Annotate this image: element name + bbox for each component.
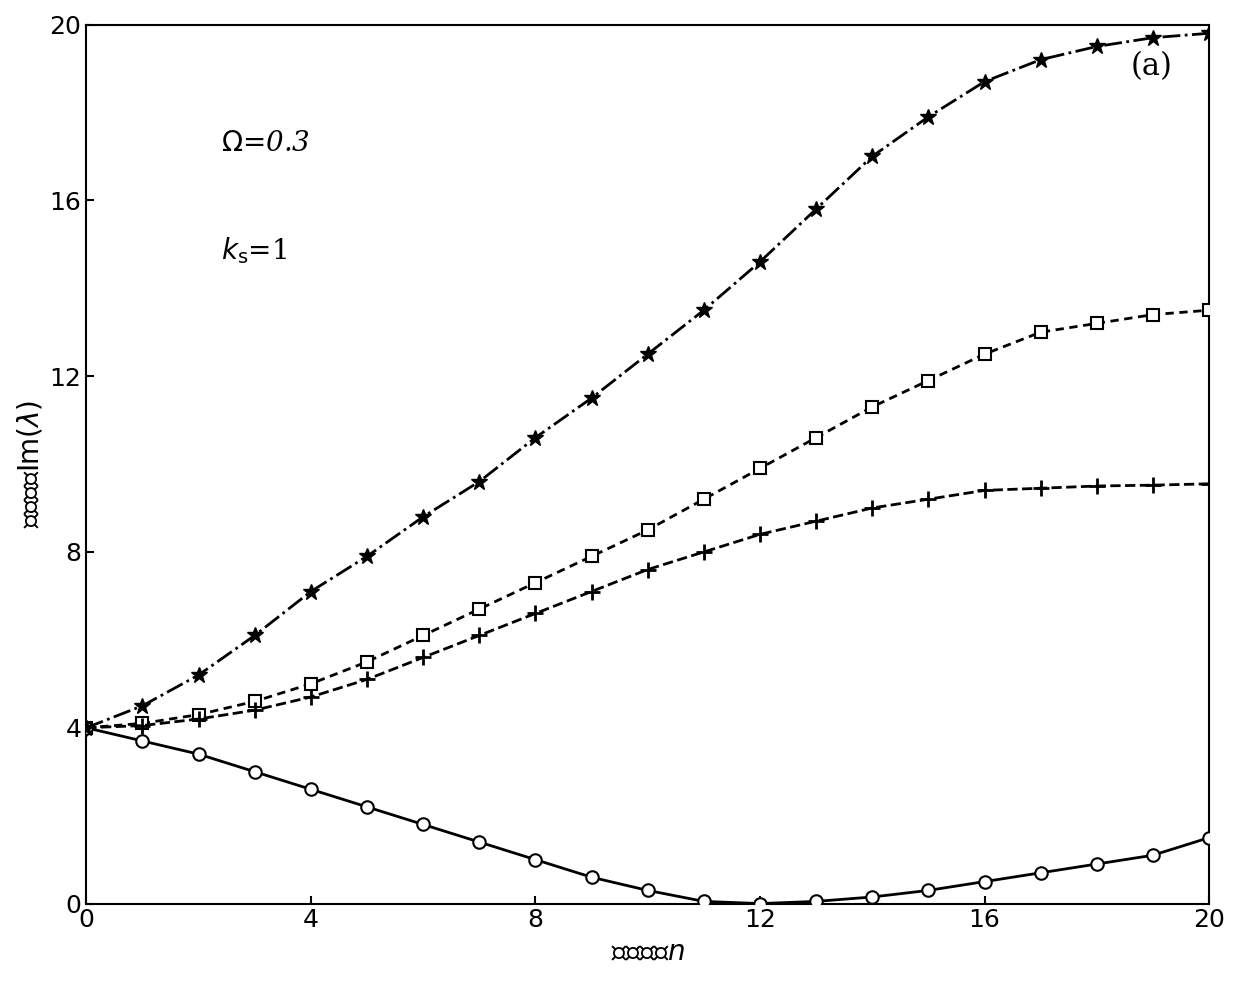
Text: $\it{\Omega}$=0.3: $\it{\Omega}$=0.3 <box>221 130 310 157</box>
Y-axis label: 固有频率$\mathrm{Im}(\lambda)$: 固有频率$\mathrm{Im}(\lambda)$ <box>15 400 43 528</box>
X-axis label: 振动波数$n$: 振动波数$n$ <box>611 938 684 966</box>
Text: (a): (a) <box>1131 51 1172 81</box>
Text: $k_{\rm s}$=1: $k_{\rm s}$=1 <box>221 235 286 266</box>
